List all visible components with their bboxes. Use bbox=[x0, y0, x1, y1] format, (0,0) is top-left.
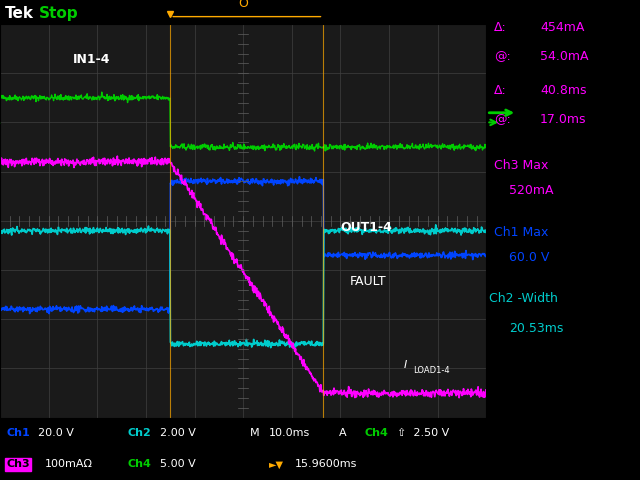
Text: IN1-4: IN1-4 bbox=[73, 53, 111, 66]
Text: @:: @: bbox=[494, 50, 511, 63]
Text: 60.0 V: 60.0 V bbox=[509, 251, 550, 264]
Text: Ch3: Ch3 bbox=[6, 459, 30, 469]
Text: 54.0mA: 54.0mA bbox=[540, 50, 589, 63]
Text: 15.9600ms: 15.9600ms bbox=[294, 459, 356, 469]
Text: Ch2: Ch2 bbox=[128, 428, 152, 438]
Text: 40.8ms: 40.8ms bbox=[540, 84, 587, 96]
Text: Δ:: Δ: bbox=[494, 21, 507, 34]
Text: M: M bbox=[250, 428, 259, 438]
Text: 10.0ms: 10.0ms bbox=[269, 428, 310, 438]
Text: ⇧  2.50 V: ⇧ 2.50 V bbox=[397, 428, 449, 438]
Text: 454mA: 454mA bbox=[540, 21, 584, 34]
Text: LOAD1-4: LOAD1-4 bbox=[413, 366, 450, 375]
Text: FAULT: FAULT bbox=[350, 275, 387, 288]
Text: 20.0 V: 20.0 V bbox=[38, 428, 74, 438]
Text: 5.00 V: 5.00 V bbox=[160, 459, 196, 469]
Text: 20.53ms: 20.53ms bbox=[509, 322, 564, 335]
Text: Tek: Tek bbox=[5, 6, 34, 21]
Text: Ô: Ô bbox=[238, 0, 248, 10]
Text: Stop: Stop bbox=[39, 6, 79, 21]
Text: Δ:: Δ: bbox=[494, 84, 507, 96]
Text: 520mA: 520mA bbox=[509, 184, 554, 197]
Text: I: I bbox=[404, 360, 407, 371]
Text: 100mAΩ: 100mAΩ bbox=[45, 459, 93, 469]
Text: 17.0ms: 17.0ms bbox=[540, 113, 587, 126]
Text: Ch3: Ch3 bbox=[6, 459, 30, 469]
Text: Ch4: Ch4 bbox=[128, 459, 152, 469]
Text: Ch4: Ch4 bbox=[365, 428, 388, 438]
Text: Ch2 -Width: Ch2 -Width bbox=[490, 292, 558, 305]
Text: Ch1 Max: Ch1 Max bbox=[494, 226, 548, 239]
Text: A: A bbox=[339, 428, 347, 438]
Text: ►▼: ►▼ bbox=[269, 459, 284, 469]
Text: Ch1: Ch1 bbox=[6, 428, 30, 438]
Text: OUT1-4: OUT1-4 bbox=[340, 221, 392, 234]
Text: @:: @: bbox=[494, 113, 511, 126]
Text: 2.00 V: 2.00 V bbox=[160, 428, 196, 438]
Text: Ch3 Max: Ch3 Max bbox=[494, 159, 548, 172]
